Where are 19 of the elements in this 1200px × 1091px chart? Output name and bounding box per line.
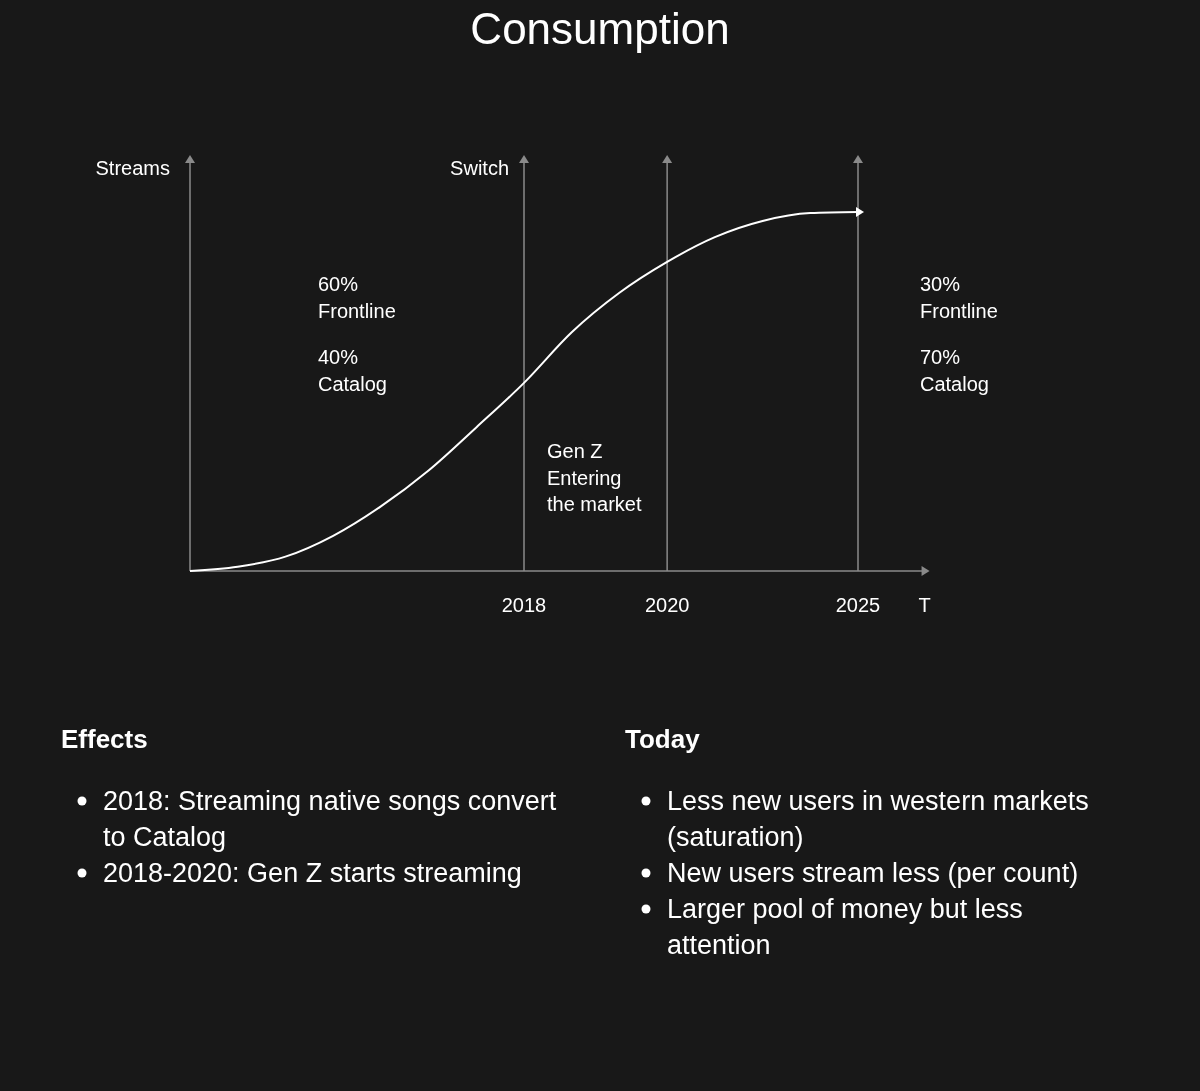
y-axis-title: Streams	[95, 157, 170, 179]
text: Less new users in western markets (saturation)	[667, 786, 1089, 852]
text: Larger pool of money but less attention	[667, 894, 1023, 960]
x-tick-label: 2020	[644, 594, 690, 616]
annotation: 30% Frontline	[920, 273, 998, 322]
text: Today	[625, 724, 701, 754]
text: 2018: Streaming native songs convert to Catalog	[103, 786, 557, 852]
chart-title: Consumption	[470, 4, 730, 53]
x-tick-label: 2025	[835, 594, 881, 616]
ref-line-label: Switch	[450, 157, 509, 179]
annotation: 70% Catalog	[920, 346, 989, 395]
x-tick-label: 2018	[501, 594, 547, 616]
annotation: 60% Frontline	[318, 273, 396, 322]
annotation: Gen Z Entering the market	[547, 440, 642, 515]
text: 2018-2020: Gen Z starts streaming	[103, 858, 522, 888]
x-axis-title: T	[918, 594, 931, 616]
annotation: 40% Catalog	[318, 346, 387, 395]
text: Effects	[61, 724, 148, 754]
text: New users stream less (per count)	[667, 858, 1079, 888]
